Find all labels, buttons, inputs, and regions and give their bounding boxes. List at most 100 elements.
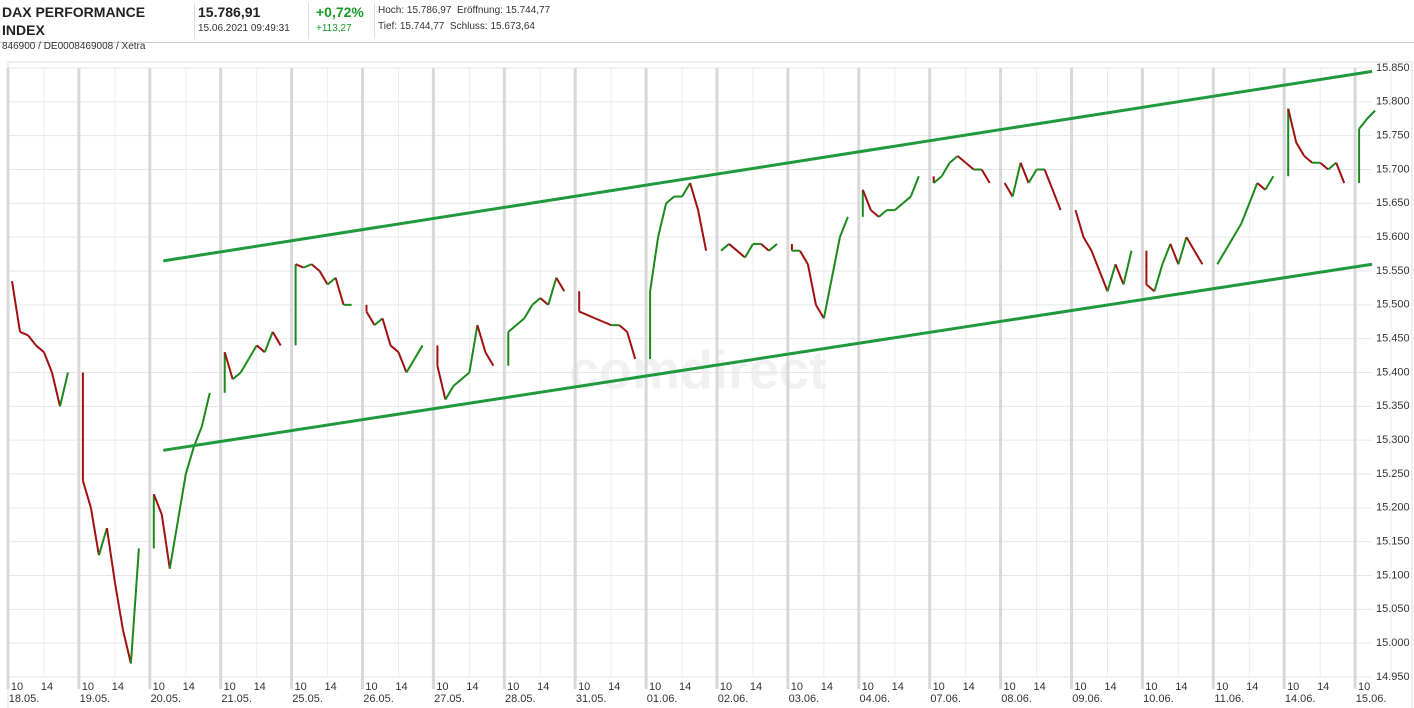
price-segment [736,249,746,259]
price-segment [27,334,37,347]
y-tick-label: 15.250 [1376,468,1410,480]
hour-label: 14 [750,681,762,693]
change-cell: +0,72% +113,27 [316,3,375,39]
price-segment [1264,175,1275,191]
price-segment [1177,236,1188,265]
price-segment [586,314,596,320]
open: Eröffnung: 15.744,77 [456,5,551,16]
hour-label: 10 [720,681,732,693]
price-segment [1287,108,1298,143]
price-segment [547,277,558,306]
hour-label: 14 [1246,681,1258,693]
price-segment [815,304,825,319]
x-tick-label: 26.05. [363,693,394,705]
y-tick-label: 15.500 [1376,299,1410,311]
price-segment [720,243,730,252]
x-tick-label: 14.06. [1285,693,1316,705]
price-segment [295,263,304,269]
price-segment [256,344,266,353]
x-tick-label: 27.05. [434,693,465,705]
price-segment [531,297,541,306]
price-segment [1074,209,1085,238]
y-tick-label: 15.050 [1376,603,1410,615]
y-tick-label: 14.950 [1376,671,1410,683]
change-abs: +113,27 [316,23,352,34]
price-segment [263,331,274,353]
price-segment [11,280,21,333]
hour-label: 14 [1033,681,1045,693]
y-tick-label: 15.000 [1376,637,1410,649]
hour-label: 10 [153,681,165,693]
hour-label: 10 [933,681,945,693]
hour-label: 14 [254,681,266,693]
hour-label: 14 [1175,681,1187,693]
price-segment [744,243,754,258]
y-tick-label: 15.300 [1376,434,1410,446]
price-cell: 15.786,91 15.06.2021 09:49:31 [198,3,309,39]
price-segment [799,250,809,265]
stats-cell: Hoch: 15.786,97 Eröffnung: 15.744,77 Tie… [378,3,604,39]
price-segment [1090,250,1101,272]
price-segment [957,155,967,164]
price-segment [1327,161,1337,171]
price-segment [1153,263,1164,292]
price-segment [894,202,904,211]
price-segment [192,426,203,448]
x-tick-label: 07.06. [930,693,961,705]
price-segment [689,182,700,211]
hour-label: 14 [821,681,833,693]
stats-row: Tief: 15.744,77 Schluss: 15.673,64 [378,19,598,35]
price-segment [373,317,384,326]
price-segment [965,161,975,171]
price-segment [602,320,612,327]
price-segment [878,209,888,218]
price-segment [405,358,416,374]
x-tick-label: 09.06. [1072,693,1103,705]
trendline [163,69,1373,263]
instrument-cell: DAX PERFORMANCE INDEX 846900 / DE0008469… [2,3,195,52]
y-tick-label: 15.100 [1376,569,1410,581]
price-segment [121,629,132,664]
low: Tief: 15.744,77 [378,21,445,32]
hour-label: 10 [82,681,94,693]
price-segment [665,195,675,205]
price-segment [870,209,880,218]
price-segment [468,324,479,373]
price-segment [1295,141,1306,157]
price-segment [1043,169,1054,191]
price-segment [902,195,912,205]
price-segment [1358,118,1368,130]
price-segment [949,155,959,164]
hour-label: 10 [791,681,803,693]
hour-label: 10 [365,681,377,693]
timestamp: 15.06.2021 09:49:31 [198,23,290,34]
hour-label: 10 [862,681,874,693]
hour-label: 10 [224,681,236,693]
hour-label: 10 [1358,681,1370,693]
price-segment [1122,250,1133,285]
hour-label: 14 [608,681,620,693]
price-segment [223,351,234,380]
price-segment [539,297,549,306]
y-tick-label: 15.750 [1376,130,1410,142]
price-segment [365,311,376,326]
stats-row: Hoch: 15.786,97 Eröffnung: 15.744,77 [378,3,598,19]
price-segment [1216,250,1227,265]
price-segment [728,243,738,252]
price-segment [555,277,566,292]
price-segment [1011,162,1022,197]
price-segment [452,378,463,387]
hour-label: 14 [1104,681,1116,693]
price-segment [861,189,872,211]
price-segment [35,344,45,353]
price-segment [909,175,920,197]
hour-label: 10 [294,681,306,693]
x-tick-label: 02.06. [718,693,749,705]
watermark: comdirect [569,340,827,400]
x-tick-label: 31.05. [576,693,607,705]
y-tick-label: 15.800 [1376,96,1410,108]
price-segment [436,365,447,400]
price-segment [160,514,171,569]
price-segment [1098,270,1109,292]
x-tick-label: 21.05. [221,693,252,705]
